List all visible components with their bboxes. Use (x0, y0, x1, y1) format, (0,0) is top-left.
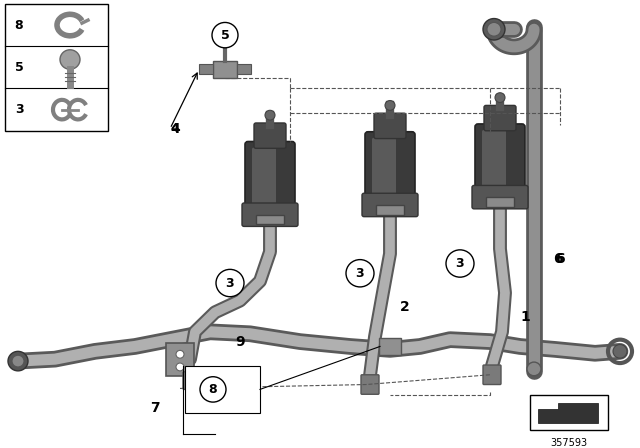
FancyBboxPatch shape (237, 65, 251, 74)
Circle shape (446, 250, 474, 277)
FancyBboxPatch shape (199, 65, 213, 74)
Circle shape (176, 363, 184, 371)
Text: 5: 5 (15, 61, 24, 74)
Circle shape (216, 269, 244, 297)
Text: 8: 8 (15, 18, 23, 31)
FancyBboxPatch shape (254, 123, 286, 148)
FancyBboxPatch shape (472, 185, 528, 209)
FancyBboxPatch shape (376, 205, 404, 215)
FancyBboxPatch shape (482, 130, 506, 197)
Text: 3: 3 (356, 267, 364, 280)
Circle shape (265, 110, 275, 120)
FancyBboxPatch shape (362, 193, 418, 217)
Text: 9: 9 (235, 335, 245, 349)
Bar (5, 4, 108, 131)
Text: 4: 4 (171, 122, 179, 135)
Text: 3: 3 (456, 257, 464, 270)
Text: 6: 6 (555, 252, 565, 266)
Circle shape (487, 22, 501, 36)
Circle shape (60, 50, 80, 69)
FancyBboxPatch shape (166, 343, 194, 376)
Text: 357593: 357593 (550, 438, 588, 448)
FancyBboxPatch shape (483, 365, 501, 384)
Circle shape (176, 350, 184, 358)
Text: 3: 3 (15, 103, 23, 116)
Circle shape (527, 362, 541, 376)
FancyBboxPatch shape (245, 142, 295, 225)
Circle shape (200, 377, 226, 402)
FancyBboxPatch shape (372, 138, 396, 205)
FancyBboxPatch shape (365, 132, 415, 215)
Bar (530, 395, 608, 431)
Text: 2: 2 (400, 301, 410, 314)
FancyBboxPatch shape (374, 113, 406, 138)
Text: 7: 7 (150, 401, 160, 415)
FancyBboxPatch shape (242, 203, 298, 226)
FancyBboxPatch shape (484, 105, 516, 131)
Text: 8: 8 (209, 383, 218, 396)
Circle shape (613, 345, 627, 358)
Circle shape (495, 93, 505, 103)
FancyBboxPatch shape (379, 338, 401, 355)
Text: 6: 6 (553, 252, 563, 266)
FancyBboxPatch shape (361, 375, 379, 394)
Bar (185, 366, 260, 413)
FancyBboxPatch shape (256, 215, 284, 224)
Circle shape (212, 22, 238, 48)
FancyBboxPatch shape (475, 124, 525, 208)
Circle shape (483, 18, 505, 40)
Text: 3: 3 (226, 276, 234, 289)
FancyBboxPatch shape (213, 60, 237, 78)
FancyBboxPatch shape (486, 197, 514, 207)
Text: 5: 5 (221, 29, 229, 42)
Text: 1: 1 (520, 310, 530, 324)
Circle shape (12, 355, 24, 367)
Circle shape (346, 259, 374, 287)
Circle shape (8, 351, 28, 371)
Text: 4: 4 (170, 122, 180, 136)
Polygon shape (538, 403, 598, 422)
FancyBboxPatch shape (183, 372, 197, 389)
FancyBboxPatch shape (252, 147, 276, 215)
Circle shape (385, 100, 395, 110)
